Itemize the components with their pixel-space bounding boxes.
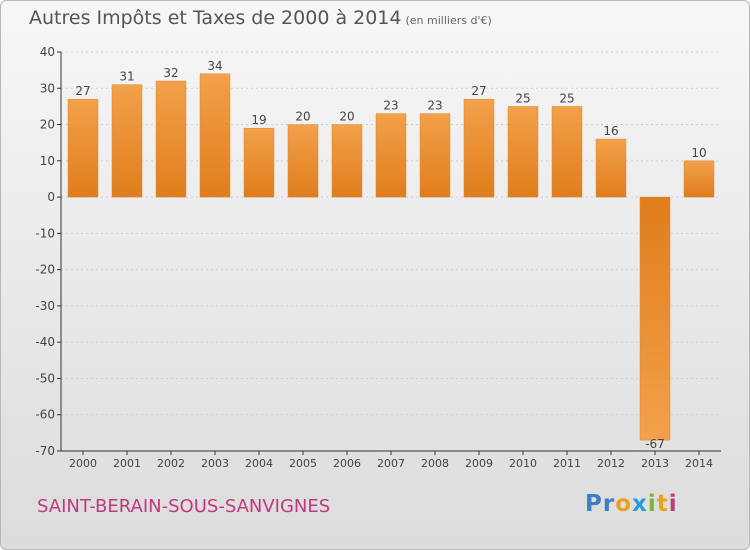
x-tick-label-2002: 2002 bbox=[157, 457, 185, 470]
bar-2003 bbox=[199, 73, 231, 198]
x-tick-label-2008: 2008 bbox=[421, 457, 449, 470]
y-tick-label: -40 bbox=[35, 335, 55, 349]
x-tick-label-2005: 2005 bbox=[289, 457, 317, 470]
data-label-2010: 25 bbox=[515, 91, 530, 105]
y-tick-label: 20 bbox=[40, 118, 55, 132]
x-tick-label-2004: 2004 bbox=[245, 457, 273, 470]
bar-2011 bbox=[551, 106, 583, 198]
data-label-2014: 10 bbox=[691, 146, 706, 160]
logo-letter: i bbox=[647, 491, 657, 517]
y-tick-label: 30 bbox=[40, 81, 55, 95]
x-tick-label-2011: 2011 bbox=[553, 457, 581, 470]
bar-2008 bbox=[419, 113, 451, 198]
logo-letter: r bbox=[602, 491, 616, 517]
bar-2012 bbox=[595, 138, 627, 198]
data-label-2003: 34 bbox=[207, 59, 222, 73]
bar-2001 bbox=[111, 84, 143, 198]
data-label-2013: -67 bbox=[645, 437, 665, 451]
bar-2005 bbox=[287, 124, 319, 198]
bar-2006 bbox=[331, 124, 363, 198]
y-tick-label: -50 bbox=[35, 371, 55, 385]
x-tick-label-2013: 2013 bbox=[641, 457, 669, 470]
y-tick-label: -20 bbox=[35, 263, 55, 277]
x-tick-label-2007: 2007 bbox=[377, 457, 405, 470]
data-label-2012: 16 bbox=[603, 124, 618, 138]
y-tick-label: 0 bbox=[47, 190, 55, 204]
y-tick-label: -10 bbox=[35, 226, 55, 240]
bar-2009 bbox=[463, 98, 495, 198]
bar-2007 bbox=[375, 113, 407, 198]
data-label-2008: 23 bbox=[427, 99, 442, 113]
bar-2004 bbox=[243, 127, 275, 198]
bar-2013 bbox=[639, 196, 671, 441]
y-tick-label: 40 bbox=[40, 45, 55, 59]
bar-2010 bbox=[507, 106, 539, 198]
data-label-2011: 25 bbox=[559, 91, 574, 105]
data-label-2006: 20 bbox=[339, 110, 354, 124]
y-tick-label: -70 bbox=[35, 444, 55, 458]
bar-2014 bbox=[683, 160, 715, 198]
x-tick-label-2001: 2001 bbox=[113, 457, 141, 470]
logo-letter: o bbox=[615, 491, 633, 517]
x-tick-label-2000: 2000 bbox=[69, 457, 97, 470]
chart-title: Autres Impôts et Taxes de 2000 à 2014 (en… bbox=[29, 7, 492, 29]
logo-letter: t bbox=[656, 491, 669, 517]
data-label-2001: 31 bbox=[119, 70, 134, 84]
data-label-2002: 32 bbox=[163, 66, 178, 80]
bar-2002 bbox=[155, 80, 187, 198]
y-tick-label: -30 bbox=[35, 299, 55, 313]
y-tick-label: 10 bbox=[40, 154, 55, 168]
logo-letter: P bbox=[585, 491, 603, 517]
x-tick-label-2006: 2006 bbox=[333, 457, 361, 470]
chart-title-text: Autres Impôts et Taxes de 2000 à 2014 bbox=[29, 7, 402, 29]
x-tick-label-2010: 2010 bbox=[509, 457, 537, 470]
logo-letter: x bbox=[632, 491, 648, 517]
commune-name: SAINT-BERAIN-SOUS-SANVIGNES bbox=[37, 496, 331, 517]
data-label-2005: 20 bbox=[295, 110, 310, 124]
y-tick-label: -60 bbox=[35, 408, 55, 422]
data-label-2004: 19 bbox=[251, 113, 266, 127]
proxiti-logo: Proxiti bbox=[585, 491, 678, 517]
data-label-2007: 23 bbox=[383, 99, 398, 113]
unit-note: (en milliers d'€) bbox=[405, 14, 492, 27]
data-label-2000: 27 bbox=[75, 84, 90, 98]
data-label-2009: 27 bbox=[471, 84, 486, 98]
bar-2000 bbox=[67, 98, 99, 198]
x-tick-label-2003: 2003 bbox=[201, 457, 229, 470]
x-tick-label-2012: 2012 bbox=[597, 457, 625, 470]
x-tick-label-2014: 2014 bbox=[685, 457, 713, 470]
logo-letter: i bbox=[668, 491, 678, 517]
x-tick-label-2009: 2009 bbox=[465, 457, 493, 470]
